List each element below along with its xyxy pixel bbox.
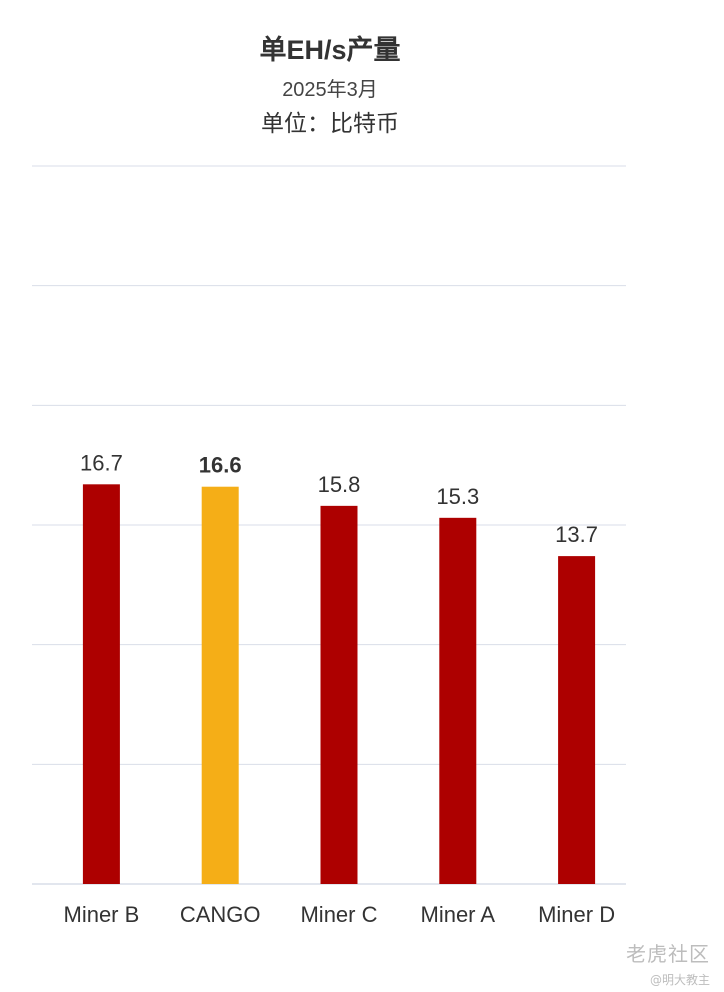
data-label: 16.7 xyxy=(80,450,123,475)
chart-unit-label: 单位：比特币 xyxy=(261,110,399,136)
x-tick-label: CANGO xyxy=(180,902,261,927)
data-label: 16.6 xyxy=(199,453,242,478)
chart-subtitle: 2025年3月 xyxy=(282,79,378,101)
x-tick-label: Miner B xyxy=(64,902,140,927)
chart-title: 单EH/s产量 xyxy=(259,35,401,65)
bar-miner-d xyxy=(558,556,596,884)
bar-miner-b xyxy=(82,484,120,884)
x-tick-label: Miner D xyxy=(538,902,615,927)
bar-cango xyxy=(201,486,239,884)
x-tick-label: Miner C xyxy=(300,902,377,927)
watermark-sub: @明大教主 xyxy=(649,973,710,987)
data-label: 15.3 xyxy=(436,484,479,509)
data-label: 13.7 xyxy=(555,522,598,547)
watermark-main: 老虎社区 xyxy=(626,942,710,966)
x-tick-label: Miner A xyxy=(421,902,496,927)
watermark: 老虎社区 @明大教主 xyxy=(626,938,710,988)
bar-miner-a xyxy=(439,517,477,884)
bar-miner-c xyxy=(320,505,358,884)
data-label: 15.8 xyxy=(318,472,361,497)
